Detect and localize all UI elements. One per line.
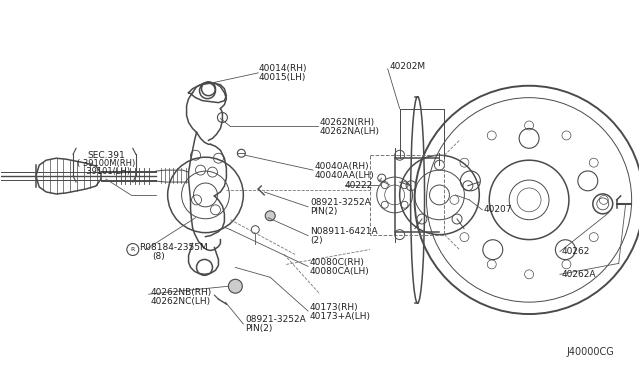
- Text: 40080C(RH): 40080C(RH): [310, 258, 365, 267]
- Text: SEC.391: SEC.391: [87, 151, 125, 160]
- Circle shape: [265, 211, 275, 221]
- Text: (8): (8): [153, 252, 166, 261]
- Text: 40262: 40262: [562, 247, 590, 256]
- Text: (2): (2): [310, 236, 323, 245]
- Text: 08921-3252A: 08921-3252A: [310, 198, 371, 207]
- Text: 40262NC(LH): 40262NC(LH): [151, 296, 211, 306]
- Text: 40173(RH): 40173(RH): [310, 302, 358, 312]
- Text: N08911-6421A: N08911-6421A: [310, 227, 378, 236]
- Text: PIN(2): PIN(2): [310, 207, 337, 216]
- Circle shape: [228, 279, 243, 293]
- Text: 40202M: 40202M: [390, 62, 426, 71]
- Text: 40262NB(RH): 40262NB(RH): [151, 288, 212, 297]
- Text: R08184-2355M: R08184-2355M: [139, 243, 207, 252]
- Text: 40014(RH): 40014(RH): [259, 64, 307, 73]
- Text: 40015(LH): 40015(LH): [259, 73, 306, 82]
- Text: PIN(2): PIN(2): [245, 324, 273, 333]
- Text: 40262NA(LH): 40262NA(LH): [320, 127, 380, 136]
- Text: 40040AA(LH): 40040AA(LH): [315, 171, 375, 180]
- Text: 40262A: 40262A: [562, 270, 596, 279]
- Text: R: R: [131, 247, 135, 252]
- Text: 40207: 40207: [483, 205, 512, 214]
- Text: ( 39100M(RH): ( 39100M(RH): [77, 159, 135, 168]
- Text: 40080CA(LH): 40080CA(LH): [310, 267, 370, 276]
- Text: 39101(LH): 39101(LH): [81, 167, 131, 176]
- Text: 40040A(RH): 40040A(RH): [315, 162, 370, 171]
- Text: J40000CG: J40000CG: [566, 347, 614, 357]
- Text: 40173+A(LH): 40173+A(LH): [310, 311, 371, 321]
- Text: 40262N(RH): 40262N(RH): [320, 118, 375, 127]
- Text: 40222: 40222: [345, 180, 373, 189]
- Text: 08921-3252A: 08921-3252A: [245, 315, 306, 324]
- Bar: [370, 155, 444, 235]
